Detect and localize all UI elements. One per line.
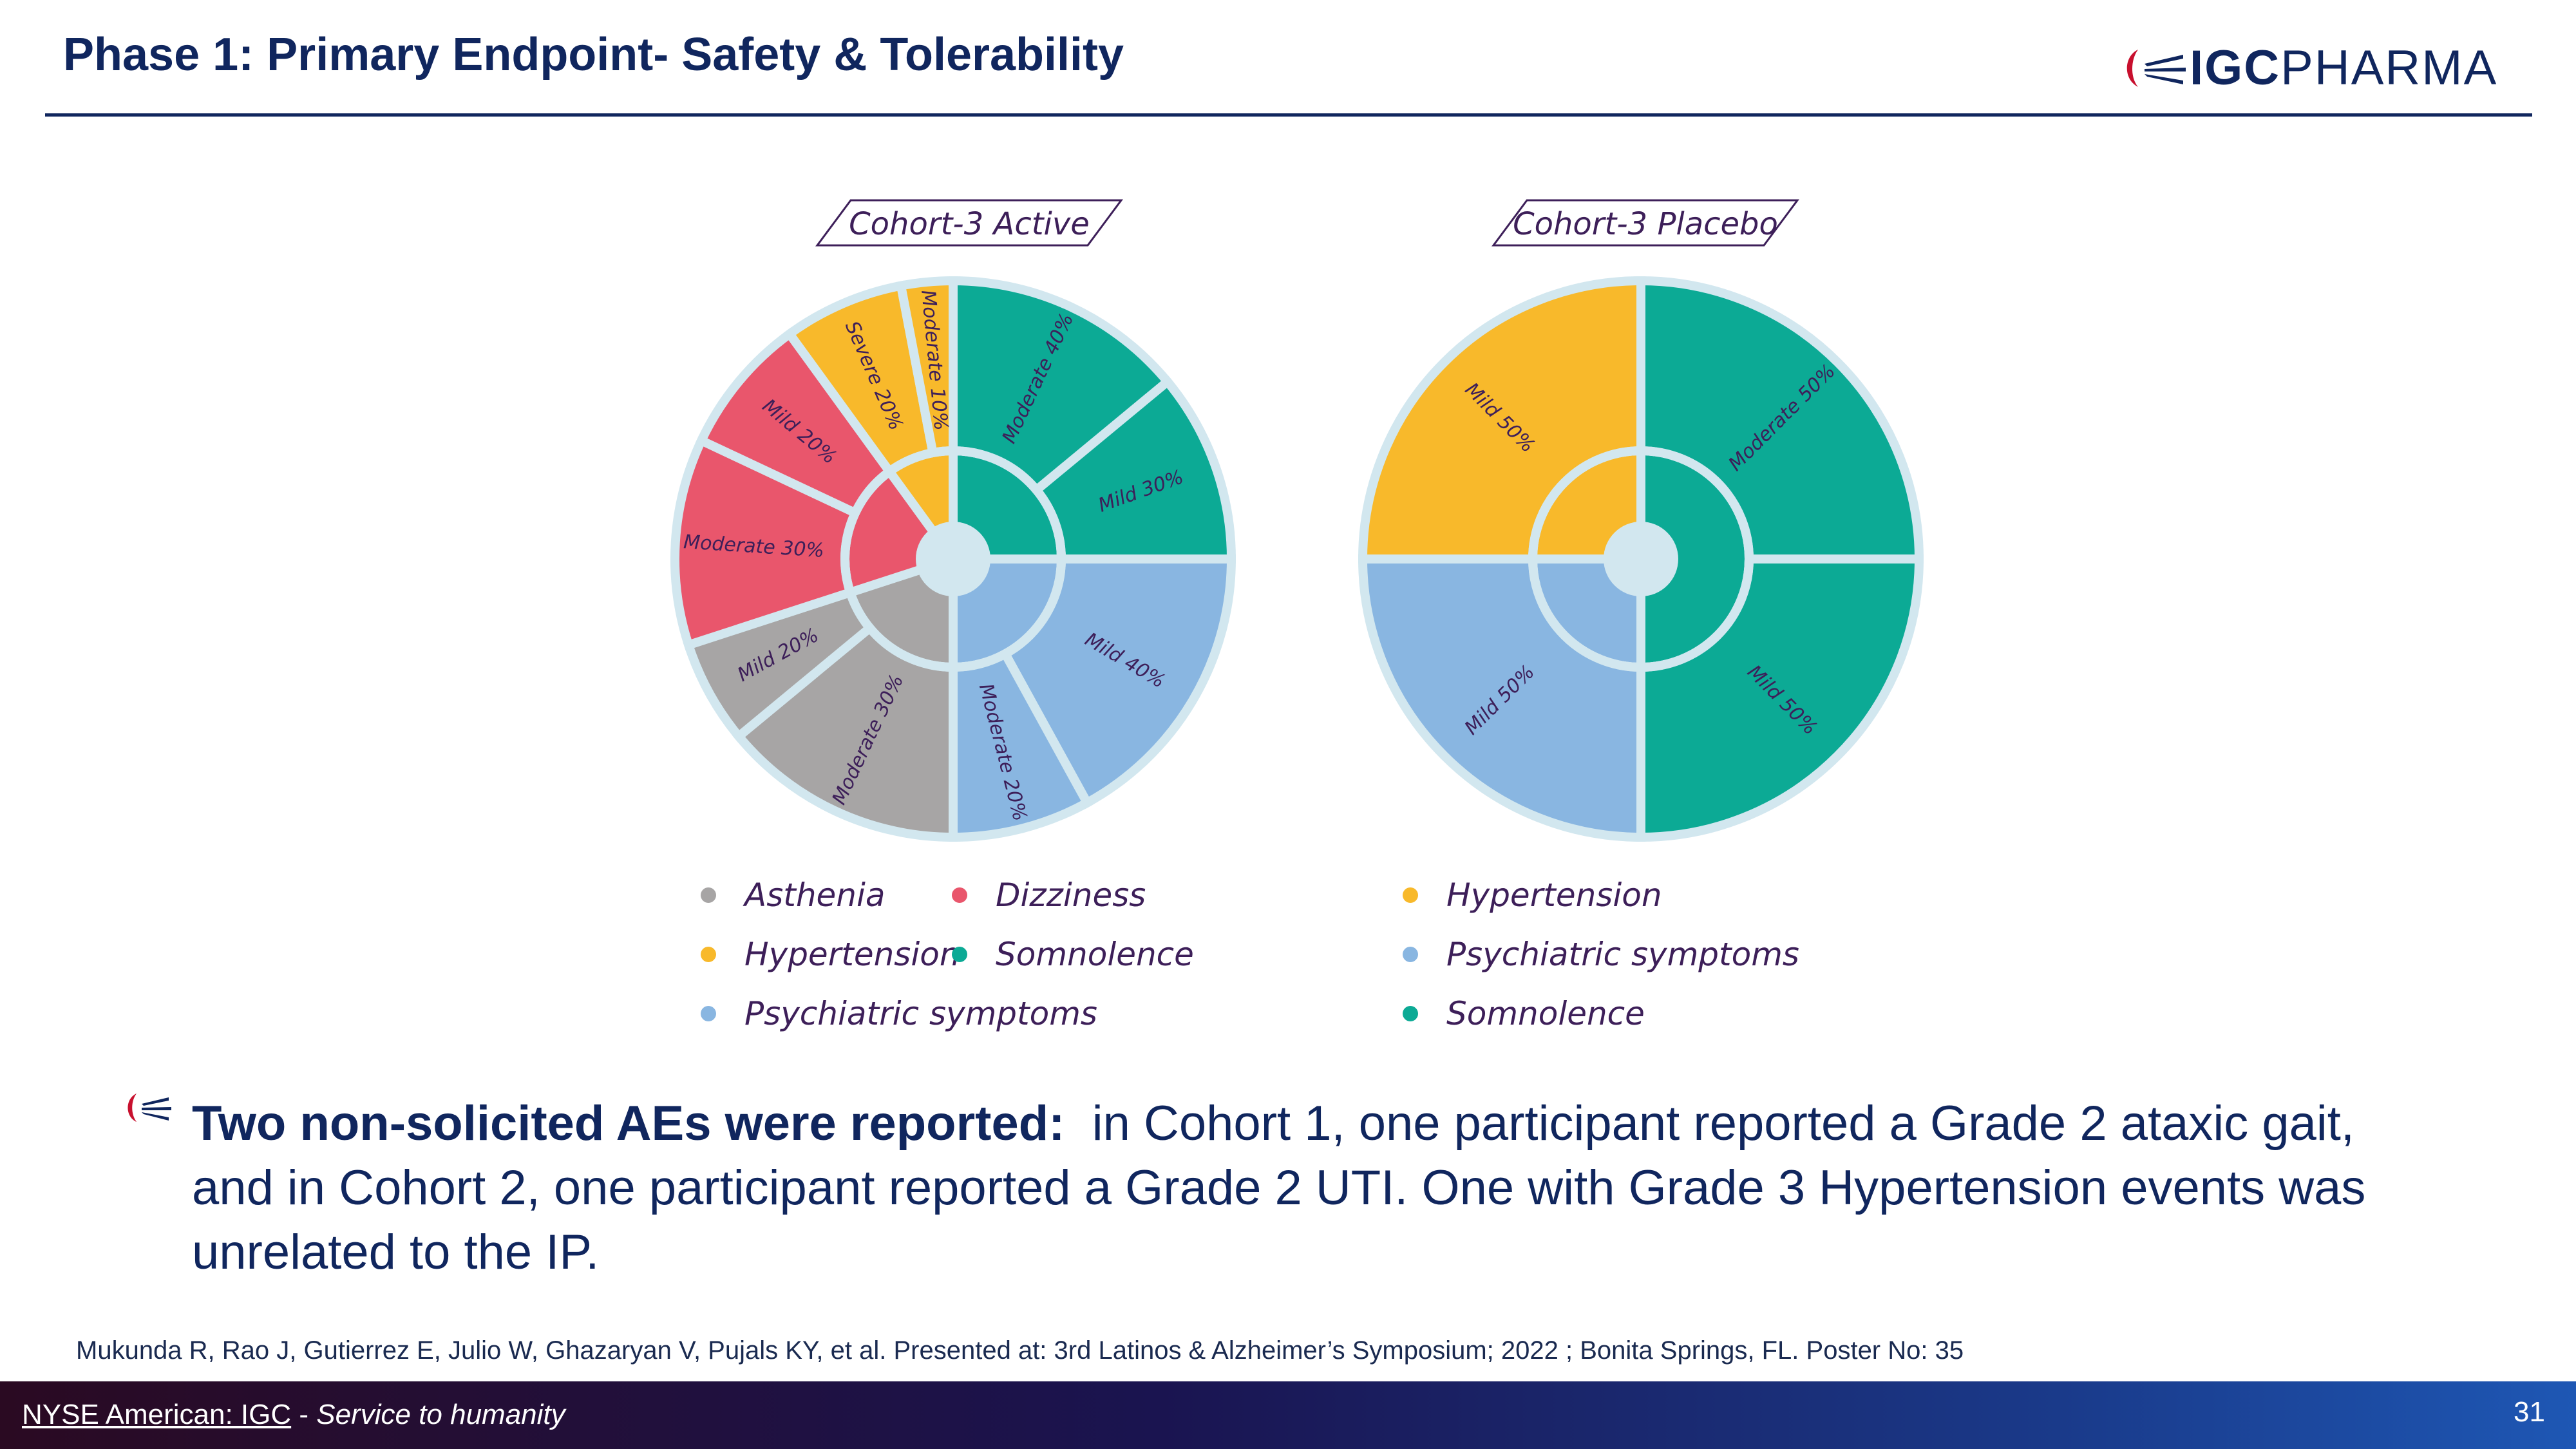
footer-separator: - — [291, 1399, 317, 1430]
legend-swatch — [952, 947, 967, 962]
sunburst-chart-cohort-3-active: Moderate 40%Mild 30%Mild 40%Moderate 20%… — [670, 199, 1236, 1032]
legend-label: Somnolence — [1446, 995, 1645, 1032]
legend-label: Psychiatric symptoms — [1446, 936, 1799, 973]
legend-item-psychiatric-symptoms: Psychiatric symptoms — [701, 995, 1097, 1032]
page-title: Phase 1: Primary Endpoint- Safety & Tole… — [63, 29, 1124, 80]
citation: Mukunda R, Rao J, Gutierrez E, Julio W, … — [76, 1336, 1964, 1365]
bullet-text: in Cohort 1, one participant reported a … — [192, 1096, 2366, 1280]
legend-swatch — [701, 887, 716, 903]
page-number: 31 — [2514, 1396, 2545, 1428]
legend-item-somnolence: Somnolence — [1403, 995, 1645, 1032]
footer-bar — [0, 1381, 2576, 1449]
legend-item-asthenia: Asthenia — [701, 876, 886, 914]
ring-separator — [840, 446, 1066, 672]
logo-wordmark: IGCPHARMA — [2190, 40, 2497, 96]
chart-title-frame — [815, 199, 1123, 247]
legend-label: Dizziness — [996, 876, 1146, 914]
footer-ticker: NYSE American: IGC - Service to humanity — [22, 1399, 565, 1431]
legend-label: Hypertension — [744, 936, 960, 973]
legend-label: Asthenia — [743, 876, 886, 914]
chart-title: Cohort-3 Active — [849, 206, 1090, 242]
logo-brand-bold: IGC — [2190, 40, 2281, 95]
legend-item-psychiatric-symptoms: Psychiatric symptoms — [1403, 936, 1799, 973]
legend-swatch — [1403, 1006, 1418, 1021]
legend-item-somnolence: Somnolence — [952, 936, 1194, 973]
sunburst-chart-cohort-3-placebo: Moderate 50%Mild 50%Mild 50%Mild 50%Coho… — [1358, 199, 1924, 1032]
logo-brand-light: PHARMA — [2280, 40, 2498, 95]
igc-bullet-icon — [128, 1094, 171, 1122]
legend-swatch — [952, 887, 967, 903]
legend-label: Somnolence — [996, 936, 1194, 973]
legend-swatch — [1403, 947, 1418, 962]
legend-swatch — [1403, 887, 1418, 903]
legend-swatch — [701, 947, 716, 962]
legend-label: Hypertension — [1446, 876, 1662, 914]
legend-swatch — [701, 1006, 716, 1021]
adverse-events-bullet: Two non-solicited AEs were reported: in … — [192, 1092, 2433, 1285]
chart-title-frame — [1492, 199, 1799, 247]
chart-title: Cohort-3 Placebo — [1513, 206, 1778, 242]
bullet-lead: Two non-solicited AEs were reported: — [192, 1096, 1065, 1151]
footer-exchange-link[interactable]: NYSE American: IGC — [22, 1399, 292, 1430]
footer-tagline: Service to humanity — [316, 1399, 565, 1430]
igc-swoosh-logo-icon — [2126, 50, 2186, 87]
ring-separator — [1528, 446, 1754, 672]
header-divider — [45, 113, 2532, 117]
charts-canvas: Moderate 40%Mild 30%Mild 40%Moderate 20%… — [670, 199, 1924, 1032]
company-logo: IGCPHARMA — [2119, 39, 2497, 97]
legend-item-hypertension: Hypertension — [701, 936, 960, 973]
center-hub — [1604, 522, 1678, 596]
legend-label: Psychiatric symptoms — [744, 995, 1097, 1032]
legend-item-hypertension: Hypertension — [1403, 876, 1662, 914]
center-hub — [916, 522, 990, 596]
legend-item-dizziness: Dizziness — [952, 876, 1146, 914]
